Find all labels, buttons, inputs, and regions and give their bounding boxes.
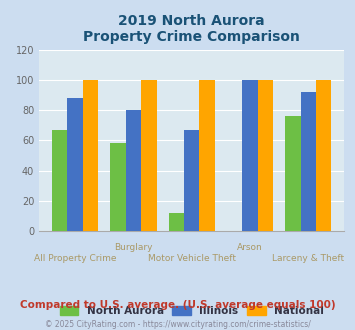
Bar: [141, 80, 157, 231]
Text: Compared to U.S. average. (U.S. average equals 100): Compared to U.S. average. (U.S. average …: [20, 300, 335, 310]
Bar: [67, 98, 83, 231]
Text: Larceny & Theft: Larceny & Theft: [272, 254, 344, 263]
Text: Burglary: Burglary: [114, 243, 153, 252]
Legend: North Aurora, Illinois, National: North Aurora, Illinois, National: [55, 302, 328, 320]
Title: 2019 North Aurora
Property Crime Comparison: 2019 North Aurora Property Crime Compari…: [83, 14, 300, 44]
Bar: [52, 130, 67, 231]
Text: Arson: Arson: [237, 243, 263, 252]
Bar: [242, 80, 258, 231]
Text: Motor Vehicle Theft: Motor Vehicle Theft: [148, 254, 236, 263]
Text: All Property Crime: All Property Crime: [34, 254, 116, 263]
Bar: [200, 80, 215, 231]
Bar: [316, 80, 332, 231]
Bar: [83, 80, 98, 231]
Bar: [126, 110, 141, 231]
Bar: [184, 130, 200, 231]
Bar: [110, 143, 126, 231]
Text: © 2025 CityRating.com - https://www.cityrating.com/crime-statistics/: © 2025 CityRating.com - https://www.city…: [45, 319, 310, 329]
Bar: [301, 92, 316, 231]
Bar: [169, 213, 184, 231]
Bar: [285, 116, 301, 231]
Bar: [258, 80, 273, 231]
